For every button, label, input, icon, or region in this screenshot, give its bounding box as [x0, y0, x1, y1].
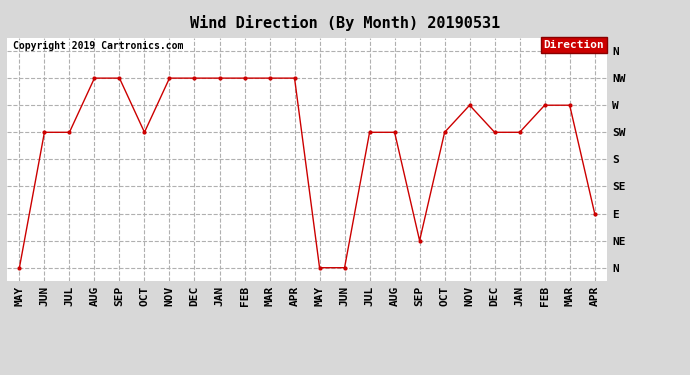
Text: Copyright 2019 Cartronics.com: Copyright 2019 Cartronics.com — [13, 41, 184, 51]
Text: Direction: Direction — [544, 40, 604, 50]
Text: Wind Direction (By Month) 20190531: Wind Direction (By Month) 20190531 — [190, 15, 500, 31]
